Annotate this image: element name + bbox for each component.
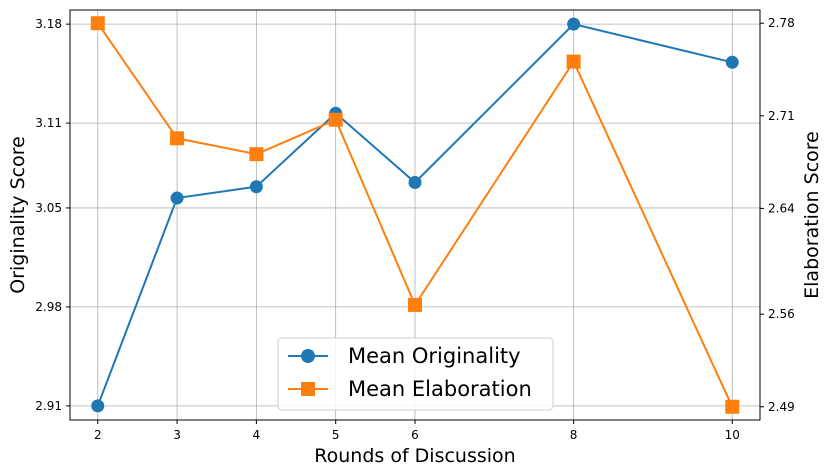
- y-left-tick-label: 2.91: [35, 399, 62, 413]
- x-tick-label: 3: [173, 428, 181, 442]
- y-axis-left-label: Originality Score: [7, 136, 29, 294]
- y-right-tick-label: 2.49: [768, 400, 795, 414]
- x-tick-label: 6: [411, 428, 419, 442]
- y-left-tick-label: 3.05: [35, 201, 62, 215]
- y-left-tick-label: 3.11: [35, 116, 62, 130]
- y-right-tick-label: 2.71: [768, 109, 795, 123]
- x-tick-label: 2: [94, 428, 102, 442]
- data-point-originality: [249, 180, 263, 194]
- data-point-elaboration: [90, 16, 105, 31]
- data-point-elaboration: [408, 297, 422, 312]
- data-point-originality: [408, 175, 422, 189]
- legend-label: Mean Elaboration: [348, 377, 532, 401]
- y-right-tick-label: 2.78: [768, 16, 795, 30]
- data-point-elaboration: [328, 112, 343, 127]
- data-point-originality: [567, 17, 581, 31]
- legend-marker-circle: [301, 349, 315, 363]
- y-axis-right-label: Elaboration Score: [801, 131, 823, 299]
- data-point-originality: [725, 55, 739, 69]
- data-point-originality: [170, 191, 184, 205]
- data-point-elaboration: [170, 131, 185, 146]
- x-tick-label: 10: [725, 428, 740, 442]
- data-point-originality: [91, 399, 105, 413]
- y-left-tick-label: 2.98: [35, 300, 62, 314]
- y-right-tick-label: 2.56: [768, 307, 795, 321]
- series-layer: [90, 16, 740, 414]
- x-axis-label: Rounds of Discussion: [314, 445, 515, 467]
- y-left-tick-label: 3.18: [35, 17, 62, 31]
- x-tick-label: 8: [570, 428, 578, 442]
- legend-marker-square: [301, 382, 315, 396]
- data-point-elaboration: [725, 399, 740, 414]
- x-tick-label: 4: [253, 428, 261, 442]
- legend: Mean Originality Mean Elaboration: [277, 337, 554, 411]
- data-point-elaboration: [249, 147, 264, 162]
- axis-ticks: 2 3 4 5 6 8 10 2.91 2.98 3.05 3.11 3.18 2.49 2.56 2.64…: [35, 16, 794, 442]
- y-right-tick-label: 2.64: [768, 201, 795, 215]
- legend-box: [277, 337, 554, 411]
- legend-label: Mean Originality: [348, 344, 521, 368]
- data-point-elaboration: [566, 54, 581, 69]
- x-tick-label: 5: [332, 428, 340, 442]
